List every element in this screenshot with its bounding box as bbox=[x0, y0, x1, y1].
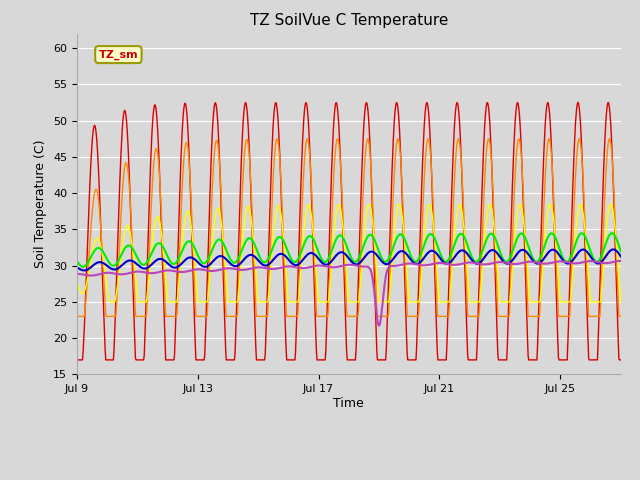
Y-axis label: Soil Temperature (C): Soil Temperature (C) bbox=[35, 140, 47, 268]
Text: TZ_sm: TZ_sm bbox=[99, 49, 138, 60]
X-axis label: Time: Time bbox=[333, 397, 364, 410]
Title: TZ SoilVue C Temperature: TZ SoilVue C Temperature bbox=[250, 13, 448, 28]
Legend: C-05_T, C-10_T, C-20_T, C-30_T, C-40_T, C-50_T: C-05_T, C-10_T, C-20_T, C-30_T, C-40_T, … bbox=[109, 479, 589, 480]
